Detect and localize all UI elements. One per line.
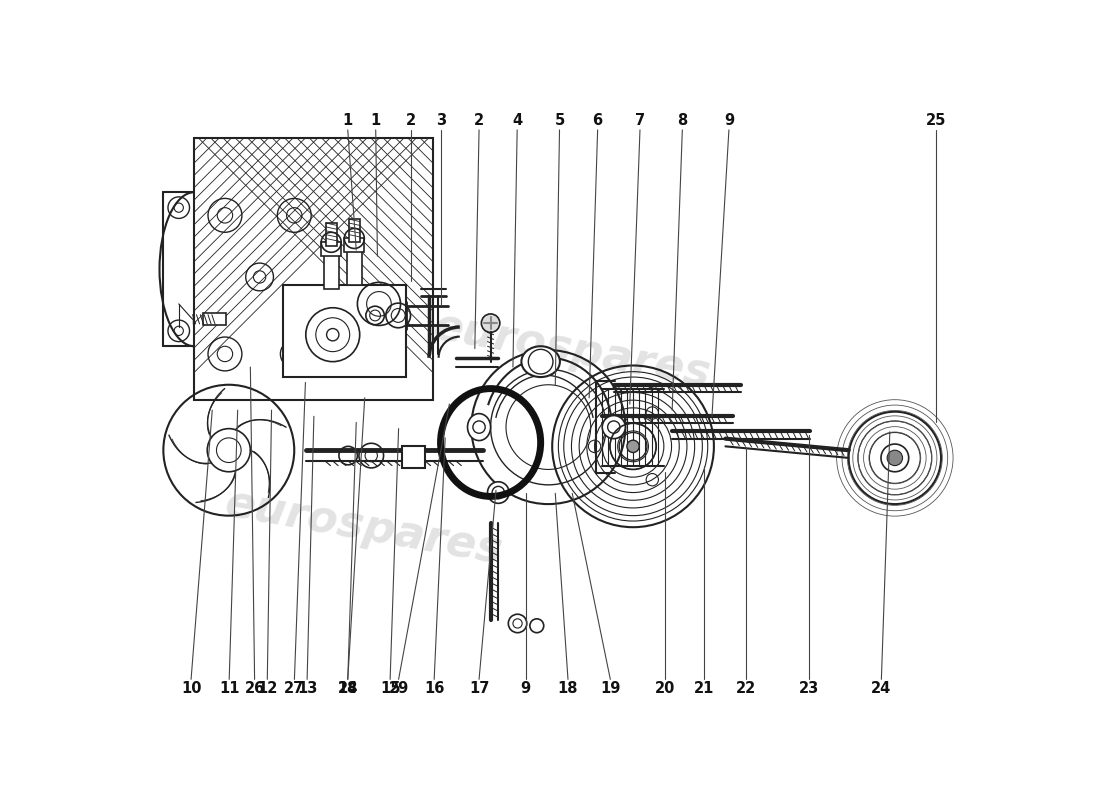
Bar (195, 138, 433, 400)
Text: 25: 25 (926, 113, 947, 128)
Text: 17: 17 (469, 681, 490, 696)
Text: 10: 10 (180, 681, 201, 696)
Text: 12: 12 (257, 681, 277, 696)
Bar (283, 285, 406, 377)
Text: 19: 19 (601, 681, 620, 696)
Circle shape (327, 329, 339, 341)
Text: 20: 20 (656, 681, 675, 696)
Ellipse shape (468, 414, 491, 441)
Text: 26: 26 (244, 681, 265, 696)
Text: 13: 13 (297, 681, 317, 696)
Text: 14: 14 (338, 681, 358, 696)
Text: 1: 1 (371, 113, 381, 128)
Text: 2: 2 (474, 113, 484, 128)
Ellipse shape (521, 346, 560, 377)
Bar (321, 242, 341, 256)
Circle shape (887, 450, 903, 466)
Text: 3: 3 (436, 113, 446, 128)
Bar (346, 242, 362, 285)
Bar (349, 219, 360, 242)
Text: 18: 18 (558, 681, 579, 696)
Bar (344, 238, 364, 252)
Text: 4: 4 (513, 113, 522, 128)
Text: 16: 16 (424, 681, 444, 696)
Bar (403, 446, 425, 468)
Text: 27: 27 (284, 681, 305, 696)
Circle shape (627, 440, 639, 453)
Text: 22: 22 (736, 681, 756, 696)
Bar (204, 313, 227, 326)
Text: 11: 11 (219, 681, 240, 696)
Text: 6: 6 (593, 113, 603, 128)
Text: 9: 9 (520, 681, 530, 696)
Text: 8: 8 (678, 113, 688, 128)
Text: 2: 2 (406, 113, 417, 128)
Text: 9: 9 (724, 113, 734, 128)
Text: 1: 1 (342, 113, 353, 128)
Text: 28: 28 (338, 681, 358, 696)
Ellipse shape (603, 415, 625, 438)
Text: 23: 23 (800, 681, 820, 696)
Ellipse shape (487, 482, 509, 503)
Text: 15: 15 (379, 681, 400, 696)
Text: eurospares: eurospares (429, 305, 714, 396)
Text: 21: 21 (694, 681, 715, 696)
Text: 24: 24 (871, 681, 891, 696)
Text: 29: 29 (388, 681, 409, 696)
Circle shape (482, 314, 499, 332)
Text: 5: 5 (554, 113, 564, 128)
Bar (326, 223, 337, 246)
Bar (323, 246, 339, 289)
Text: eurospares: eurospares (221, 482, 506, 573)
Text: 7: 7 (635, 113, 645, 128)
